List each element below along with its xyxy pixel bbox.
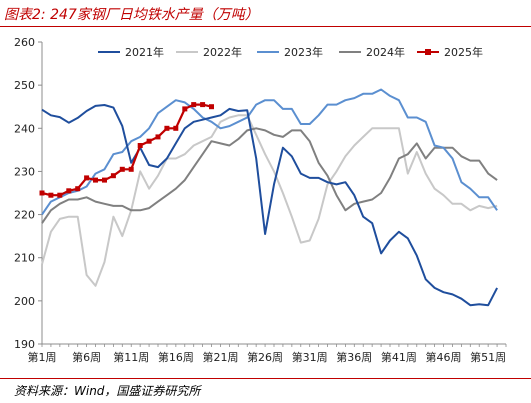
series-2025-point xyxy=(57,192,63,198)
series-2025-point xyxy=(173,125,179,131)
x-tick-label: 第26周 xyxy=(247,350,283,364)
y-tick-label: 230 xyxy=(14,165,35,178)
series-2025-point xyxy=(191,102,197,108)
x-tick-label: 第21周 xyxy=(202,350,238,364)
legend-marker xyxy=(425,49,431,55)
series-2025-point xyxy=(155,134,161,140)
title-rule xyxy=(0,26,531,27)
x-tick-label: 第31周 xyxy=(292,350,328,364)
series-2025-point xyxy=(164,125,170,131)
y-tick-label: 260 xyxy=(14,36,35,49)
x-tick-label: 第46周 xyxy=(426,350,462,364)
series-2025-point xyxy=(128,166,134,172)
series-2022-line xyxy=(41,114,498,287)
series-2025-point xyxy=(93,177,98,183)
y-tick-label: 200 xyxy=(14,295,35,308)
source-rule xyxy=(0,378,531,379)
series-2025-point xyxy=(146,138,152,144)
series-2025-point xyxy=(209,104,214,110)
series-2025-point xyxy=(119,166,125,172)
series-2024-line xyxy=(41,127,498,224)
chart-series xyxy=(39,88,498,307)
x-tick-label: 第1周 xyxy=(28,350,57,364)
chart-legend: 2021年 2022年 2023年 2024年 2025年 xyxy=(98,45,483,59)
series-2025-point xyxy=(200,102,206,108)
series-2023-line xyxy=(41,88,498,216)
x-tick-label: 第41周 xyxy=(381,350,417,364)
y-tick-label: 250 xyxy=(14,79,35,92)
series-2025-point xyxy=(66,188,72,194)
y-tick-label: 190 xyxy=(14,338,35,351)
x-tick-label: 第6周 xyxy=(72,350,101,364)
x-tick-label: 第51周 xyxy=(470,350,506,364)
series-2025-point xyxy=(110,173,116,179)
legend-label: 2024年 xyxy=(366,45,405,59)
series-2025-point xyxy=(75,186,81,192)
series-2025-point xyxy=(84,175,90,181)
series-2025-line xyxy=(41,103,212,197)
x-tick-label: 第16周 xyxy=(158,350,194,364)
legend-label: 2021年 xyxy=(125,45,164,59)
series-2025-point xyxy=(48,192,54,198)
series-2025-point xyxy=(102,177,107,183)
series-2025-point xyxy=(137,143,143,148)
series-2021-line xyxy=(41,104,498,307)
y-tick-label: 240 xyxy=(14,122,35,135)
series-2025-point xyxy=(39,190,45,196)
y-tick-label: 220 xyxy=(14,209,35,222)
legend-label: 2025年 xyxy=(444,45,483,59)
y-tick-label: 210 xyxy=(14,252,35,265)
figure-title: 图表2: 247家钢厂日均铁水产量（万吨） xyxy=(4,7,259,23)
x-tick-label: 第11周 xyxy=(113,350,149,364)
series-2025-point xyxy=(182,106,188,112)
legend-label: 2023年 xyxy=(284,45,323,59)
legend-label: 2022年 xyxy=(203,45,242,59)
x-tick-label: 第36周 xyxy=(336,350,372,364)
source-note: 资料来源：Wind，国盛证券研究所 xyxy=(14,384,201,398)
